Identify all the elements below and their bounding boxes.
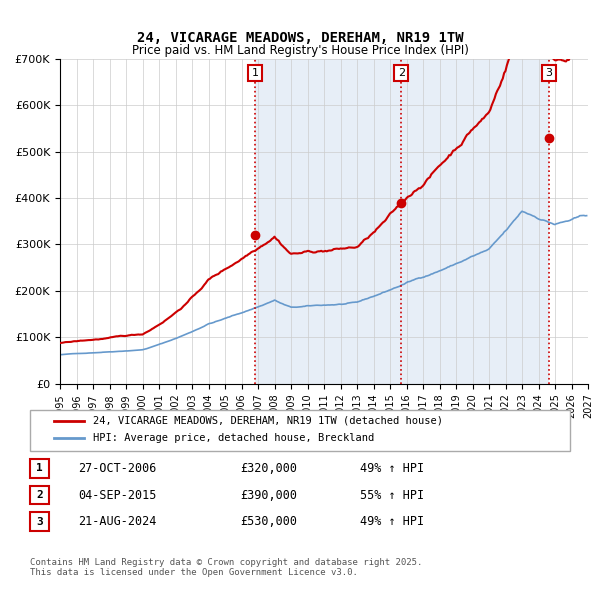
Text: 21-AUG-2024: 21-AUG-2024 [78, 515, 157, 528]
Text: HPI: Average price, detached house, Breckland: HPI: Average price, detached house, Brec… [93, 434, 374, 443]
Text: £530,000: £530,000 [240, 515, 297, 528]
Text: Contains HM Land Registry data © Crown copyright and database right 2025.
This d: Contains HM Land Registry data © Crown c… [30, 558, 422, 577]
Text: £320,000: £320,000 [240, 462, 297, 475]
Text: 1: 1 [251, 68, 259, 78]
Text: 3: 3 [36, 517, 43, 526]
Text: 27-OCT-2006: 27-OCT-2006 [78, 462, 157, 475]
Text: £390,000: £390,000 [240, 489, 297, 502]
Text: 2: 2 [398, 68, 405, 78]
Text: Price paid vs. HM Land Registry's House Price Index (HPI): Price paid vs. HM Land Registry's House … [131, 44, 469, 57]
Text: 24, VICARAGE MEADOWS, DEREHAM, NR19 1TW: 24, VICARAGE MEADOWS, DEREHAM, NR19 1TW [137, 31, 463, 45]
Text: 24, VICARAGE MEADOWS, DEREHAM, NR19 1TW (detached house): 24, VICARAGE MEADOWS, DEREHAM, NR19 1TW … [93, 416, 443, 425]
Text: 04-SEP-2015: 04-SEP-2015 [78, 489, 157, 502]
Text: 49% ↑ HPI: 49% ↑ HPI [360, 515, 424, 528]
Text: 1: 1 [36, 464, 43, 473]
Text: 2: 2 [36, 490, 43, 500]
Text: 3: 3 [545, 68, 553, 78]
Bar [255, 59, 549, 384]
Text: 55% ↑ HPI: 55% ↑ HPI [360, 489, 424, 502]
Text: 49% ↑ HPI: 49% ↑ HPI [360, 462, 424, 475]
